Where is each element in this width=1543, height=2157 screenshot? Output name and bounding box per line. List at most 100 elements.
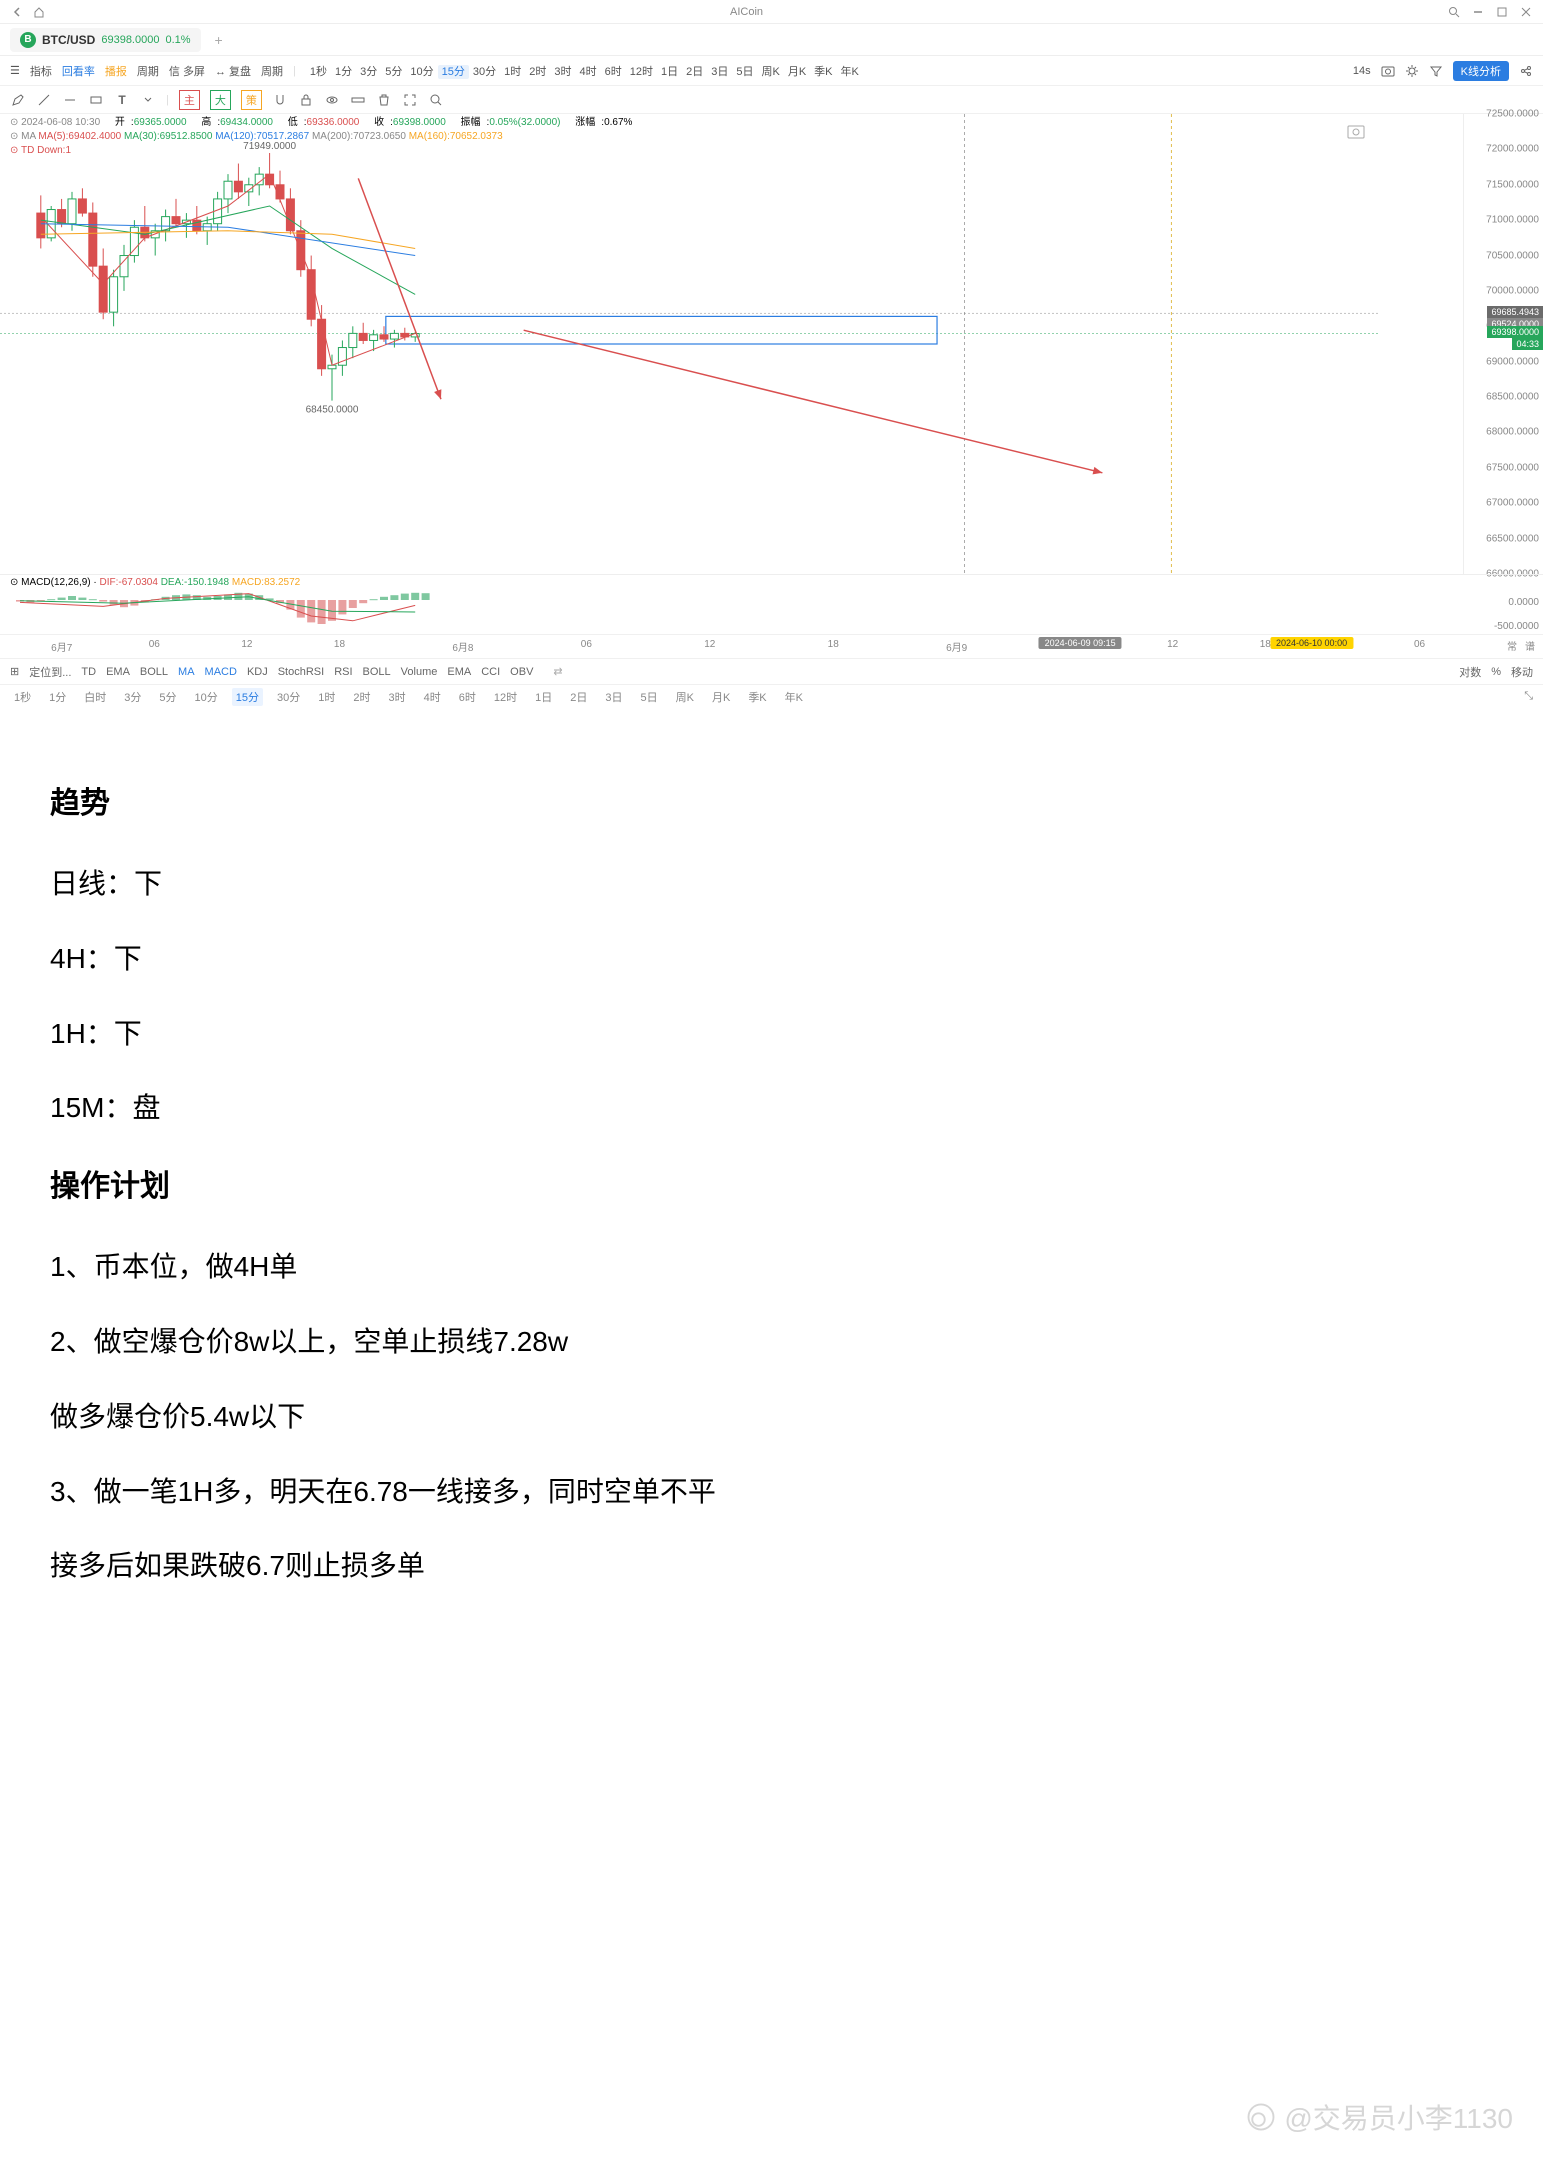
minimize-icon[interactable] — [1471, 5, 1485, 19]
symbol-tab[interactable]: B BTC/USD 69398.0000 0.1% — [10, 28, 201, 52]
tb-multi[interactable]: 信 多屏 — [169, 63, 205, 79]
locate-icon[interactable]: ⊞ — [10, 665, 19, 678]
tf-1时[interactable]: 1时 — [500, 65, 525, 79]
tf-1秒[interactable]: 1秒 — [306, 65, 331, 79]
fullscreen-icon[interactable] — [402, 92, 418, 108]
tf-30分[interactable]: 30分 — [469, 65, 500, 79]
indicator-TD[interactable]: TD — [81, 666, 96, 678]
close-icon[interactable] — [1519, 5, 1533, 19]
tf-1分[interactable]: 1分 — [331, 65, 356, 79]
maximize-icon[interactable] — [1495, 5, 1509, 19]
pencil-icon[interactable] — [10, 92, 26, 108]
tf2-12时[interactable]: 12时 — [490, 688, 521, 706]
tf2-5分[interactable]: 5分 — [155, 688, 180, 706]
tf2-3时[interactable]: 3时 — [385, 688, 410, 706]
indicator-EMA[interactable]: EMA — [447, 666, 471, 678]
tf2-30分[interactable]: 30分 — [273, 688, 304, 706]
tb-indicator[interactable]: 指标 — [30, 63, 52, 79]
tf-12时[interactable]: 12时 — [626, 65, 657, 79]
ind-right-2[interactable]: 移动 — [1511, 664, 1533, 680]
gear-icon[interactable] — [1405, 64, 1419, 78]
zd-big[interactable]: 大 — [210, 90, 231, 110]
tf2-周K[interactable]: 周K — [672, 688, 698, 706]
price-chart[interactable]: ⊙ 2024-06-08 10:30 开:69365.0000 高:69434.… — [0, 114, 1543, 574]
indicator-EMA[interactable]: EMA — [106, 666, 130, 678]
indicator-StochRSI[interactable]: StochRSI — [278, 666, 324, 678]
eye-icon[interactable] — [324, 92, 340, 108]
tf-5分[interactable]: 5分 — [381, 65, 406, 79]
tb-replay[interactable]: ↔ 复盘 — [215, 63, 251, 79]
indicator-MACD[interactable]: MACD — [205, 666, 237, 678]
tf-1日[interactable]: 1日 — [657, 65, 682, 79]
rect-icon[interactable] — [88, 92, 104, 108]
expand-icon[interactable]: ⤡ — [1524, 690, 1533, 703]
add-tab-button[interactable]: + — [209, 30, 229, 50]
tf2-白时[interactable]: 白时 — [80, 688, 110, 706]
tf2-3分[interactable]: 3分 — [120, 688, 145, 706]
tb-backtest[interactable]: 回看率 — [62, 63, 95, 79]
tf-10分[interactable]: 10分 — [406, 65, 437, 79]
tf2-6时[interactable]: 6时 — [455, 688, 480, 706]
tf2-15分[interactable]: 15分 — [232, 688, 263, 706]
back-icon[interactable] — [10, 5, 24, 19]
indicator-BOLL[interactable]: BOLL — [140, 666, 168, 678]
text-icon[interactable]: T — [114, 92, 130, 108]
toolbar-menu-icon[interactable]: ☰ — [10, 64, 20, 77]
zd-main[interactable]: 主 — [179, 90, 200, 110]
lock-icon[interactable] — [298, 92, 314, 108]
home-icon[interactable] — [32, 5, 46, 19]
tf2-10分[interactable]: 10分 — [191, 688, 222, 706]
ind-right-1[interactable]: % — [1491, 666, 1501, 678]
tf-6时[interactable]: 6时 — [601, 65, 626, 79]
tf-年K[interactable]: 年K — [837, 65, 863, 79]
tf2-2时[interactable]: 2时 — [349, 688, 374, 706]
tf-2日[interactable]: 2日 — [682, 65, 707, 79]
tf2-5日[interactable]: 5日 — [637, 688, 662, 706]
locate-label[interactable]: 定位到... — [29, 664, 71, 680]
hline-icon[interactable] — [62, 92, 78, 108]
chevron-down-icon[interactable] — [140, 92, 156, 108]
magnet-icon[interactable] — [272, 92, 288, 108]
tf2-1秒[interactable]: 1秒 — [10, 688, 35, 706]
tb-broadcast[interactable]: 播报 — [105, 63, 127, 79]
tf-周K[interactable]: 周K — [757, 65, 783, 79]
tf2-1分[interactable]: 1分 — [45, 688, 70, 706]
indicator-Volume[interactable]: Volume — [401, 666, 438, 678]
more-indicators-icon[interactable]: ⇄ — [553, 665, 562, 678]
indicator-MA[interactable]: MA — [178, 666, 195, 678]
tf2-4时[interactable]: 4时 — [420, 688, 445, 706]
macd-pane[interactable]: ⊙ MACD(12,26,9) · DIF:-67.0304 DEA:-150.… — [0, 574, 1543, 634]
tf-月K[interactable]: 月K — [784, 65, 810, 79]
indicator-OBV[interactable]: OBV — [510, 666, 533, 678]
share-icon[interactable] — [1519, 64, 1533, 78]
indicator-RSI[interactable]: RSI — [334, 666, 352, 678]
tf-3分[interactable]: 3分 — [356, 65, 381, 79]
zoom-icon[interactable] — [428, 92, 444, 108]
tf2-3日[interactable]: 3日 — [601, 688, 626, 706]
tf2-1时[interactable]: 1时 — [314, 688, 339, 706]
tf-4时[interactable]: 4时 — [575, 65, 600, 79]
tf2-月K[interactable]: 月K — [708, 688, 734, 706]
tf2-2日[interactable]: 2日 — [566, 688, 591, 706]
tb-cycle[interactable]: 周期 — [137, 63, 159, 79]
filter-icon[interactable] — [1429, 64, 1443, 78]
tf2-1日[interactable]: 1日 — [531, 688, 556, 706]
tf-5日[interactable]: 5日 — [732, 65, 757, 79]
time-axis-right-1[interactable]: 谱 — [1525, 638, 1535, 653]
tf-15分[interactable]: 15分 — [438, 65, 469, 79]
tf2-季K[interactable]: 季K — [744, 688, 770, 706]
indicator-BOLL[interactable]: BOLL — [363, 666, 391, 678]
tf-3日[interactable]: 3日 — [707, 65, 732, 79]
time-axis-right-0[interactable]: 常 — [1507, 638, 1517, 653]
indicator-CCI[interactable]: CCI — [481, 666, 500, 678]
zd-strat[interactable]: 策 — [241, 90, 262, 110]
indicator-KDJ[interactable]: KDJ — [247, 666, 268, 678]
camera-icon[interactable] — [1381, 64, 1395, 78]
ind-right-0[interactable]: 对数 — [1459, 664, 1481, 680]
tf-2时[interactable]: 2时 — [525, 65, 550, 79]
tf2-年K[interactable]: 年K — [781, 688, 807, 706]
ruler-icon[interactable] — [350, 92, 366, 108]
kline-analysis-button[interactable]: K线分析 — [1453, 61, 1509, 81]
search-icon[interactable] — [1447, 5, 1461, 19]
tb-period[interactable]: 周期 — [261, 63, 283, 79]
